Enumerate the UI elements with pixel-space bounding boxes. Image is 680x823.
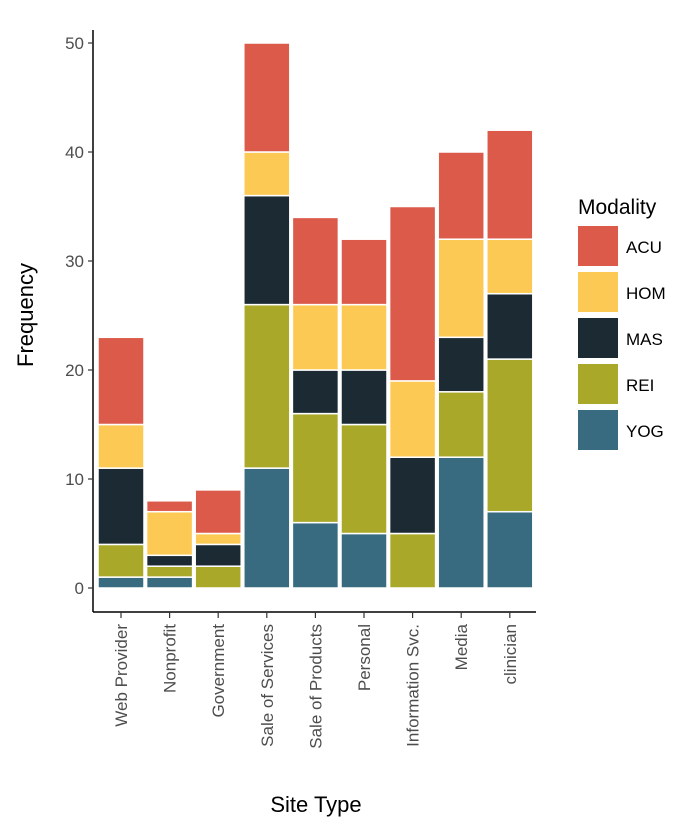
bars-layer — [97, 42, 534, 589]
y-tick-label: 30 — [65, 252, 84, 271]
bar-segment-acu — [437, 151, 485, 240]
bar-segment-acu — [243, 42, 291, 153]
bar-segment-rei — [291, 412, 340, 524]
x-tick-label: Sale of Services — [258, 624, 277, 747]
bar-segment-mas — [388, 456, 437, 535]
x-tick-label: Nonprofit — [161, 624, 180, 693]
legend-swatch-yog — [578, 410, 618, 450]
x-tick-label: Government — [209, 624, 228, 718]
x-tick-label: Sale of Products — [306, 624, 325, 749]
bar-segment-mas — [486, 292, 534, 360]
bar-segment-acu — [388, 205, 437, 382]
bar-segment-mas — [97, 467, 145, 546]
bar-segment-acu — [340, 238, 388, 306]
legend-label-acu: ACU — [626, 238, 662, 257]
legend-swatch-mas — [578, 318, 618, 358]
x-ticks: Web Provider Nonprofit Government Sale of S… — [112, 612, 520, 749]
legend: Modality ACU HOM MAS REI YOG — [578, 196, 666, 450]
bar-segment-yog — [291, 521, 340, 589]
legend-label-hom: HOM — [626, 284, 666, 303]
x-tick-label: Web Provider — [112, 624, 131, 727]
x-tick-label: Personal — [355, 624, 374, 691]
y-tick-label: 40 — [65, 143, 84, 162]
bar-segment-acu — [97, 336, 145, 426]
legend-swatch-rei — [578, 364, 618, 404]
bar-segment-mas — [145, 554, 194, 567]
bar-segment-yog — [243, 467, 291, 589]
bar-segment-acu — [486, 129, 534, 240]
bar-segment-rei — [437, 391, 485, 458]
bar-segment-yog — [437, 456, 485, 589]
y-tick-label: 50 — [65, 34, 84, 53]
y-axis-title: Frequency — [13, 263, 38, 367]
bar-segment-rei — [243, 303, 291, 469]
bar-segment-rei — [97, 543, 145, 578]
bar-segment-hom — [145, 510, 194, 557]
bar-segment-hom — [291, 303, 340, 371]
bar-segment-mas — [243, 194, 291, 306]
bar-segment-rei — [486, 358, 534, 513]
bar-segment-acu — [145, 500, 194, 513]
x-tick-label: Media — [452, 623, 471, 670]
y-ticks: 0 10 20 30 40 50 — [65, 34, 93, 598]
bar-segment-hom — [243, 151, 291, 197]
bar-segment-acu — [291, 216, 340, 306]
bar-segment-yog — [145, 576, 194, 589]
bar-segment-hom — [388, 380, 437, 458]
y-tick-label: 10 — [65, 470, 84, 489]
bar-segment-mas — [291, 369, 340, 415]
bar-segment-yog — [340, 532, 388, 589]
x-tick-label: clinician — [501, 624, 520, 684]
bar-segment-hom — [437, 238, 485, 339]
legend-swatch-hom — [578, 272, 618, 312]
legend-title: Modality — [578, 196, 657, 219]
x-axis-title: Site Type — [270, 792, 361, 817]
legend-label-mas: MAS — [626, 330, 663, 349]
legend-swatch-acu — [578, 226, 618, 266]
bar-segment-acu — [194, 489, 242, 535]
bar-segment-mas — [340, 369, 388, 426]
legend-label-yog: YOG — [626, 422, 664, 441]
bar-segment-hom — [194, 532, 242, 546]
axes-layer — [92, 30, 536, 613]
bar-segment-rei — [388, 532, 437, 589]
x-tick-label: Information Svc. — [404, 624, 423, 747]
bar-segment-hom — [486, 238, 534, 295]
bar-segment-yog — [97, 576, 145, 589]
bar-segment-yog — [486, 510, 534, 589]
y-tick-label: 20 — [65, 361, 84, 380]
y-tick-label: 0 — [75, 579, 84, 598]
bar-segment-rei — [340, 423, 388, 535]
bar-segment-rei — [194, 565, 242, 589]
bar-segment-rei — [145, 565, 194, 578]
legend-label-rei: REI — [626, 376, 654, 395]
bar-segment-hom — [97, 423, 145, 469]
bar-segment-mas — [437, 336, 485, 393]
bar-segment-hom — [340, 303, 388, 371]
bar-segment-mas — [194, 543, 242, 567]
